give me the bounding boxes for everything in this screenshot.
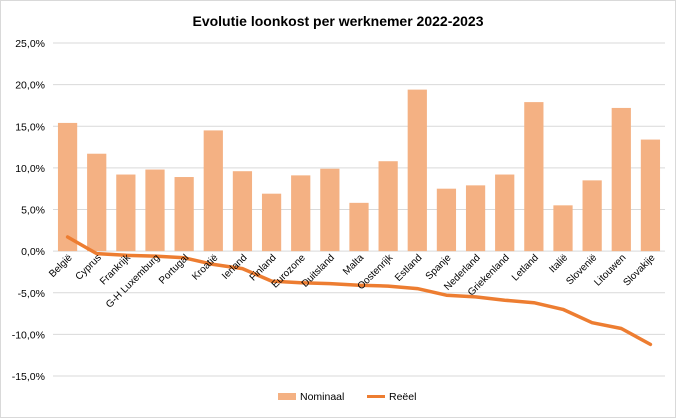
line-series-reeel [65,235,653,347]
y-tick-label: -15,0% [12,371,45,383]
chart-title: Evolutie loonkost per werknemer 2022-202… [192,13,483,29]
bar [495,174,515,252]
bar [57,122,78,252]
bar [553,205,573,252]
bar [407,89,427,252]
bar [582,180,602,252]
y-tick-label: 0,0% [21,246,45,258]
legend-label-reeel: Reëel [389,391,416,403]
bar [87,153,107,252]
x-tick-label: België [47,252,75,280]
bar [436,188,457,252]
y-tick-label: 5,0% [21,205,45,217]
x-tick-label: Malta [341,252,366,277]
bar [291,175,311,252]
legend-label-nominaal: Nominaal [300,391,344,403]
x-tick-label: Slovakije [621,252,657,288]
x-tick-label: Letland [510,252,541,283]
bar [232,171,253,252]
bar [174,177,194,252]
legend-swatch-nominaal [278,393,296,400]
bar [465,185,486,252]
y-axis: 25,0% 20,0% 15,0% 10,0% 5,0% 0,0% -5,0% -10,0% -… [12,38,45,383]
bar-series-nominaal [57,89,661,252]
y-tick-label: 10,0% [15,163,45,175]
bar [524,102,544,252]
bar [145,169,165,252]
y-tick-label: 25,0% [15,38,45,50]
bar [116,174,136,252]
legend: Nominaal Reëel [278,391,416,403]
y-tick-label: 20,0% [15,80,45,92]
line-reeel [65,235,653,347]
bar [640,139,661,252]
x-tick-label: Estland [393,252,424,283]
x-tick-label: Italië [547,252,570,275]
y-tick-label: -5,0% [18,288,45,300]
bar [378,161,398,252]
y-tick-label: 15,0% [15,121,45,133]
x-tick-label: G-H Luxemburg [104,252,162,310]
bar [261,193,282,252]
bar [320,168,340,252]
bar [349,202,369,252]
y-tick-label: -10,0% [12,329,45,341]
bar [203,130,223,252]
x-tick-label: Kroatië [190,252,220,282]
bar [611,107,631,252]
